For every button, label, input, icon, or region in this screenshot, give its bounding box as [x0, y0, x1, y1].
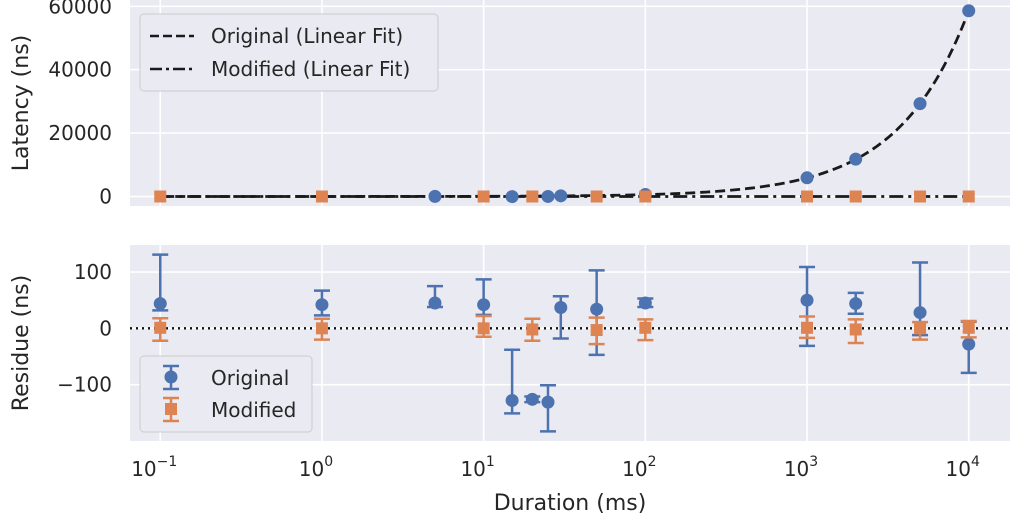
- original-residue-point: [962, 337, 976, 351]
- top-y-tick-label: 0: [99, 184, 112, 208]
- legend-label-modified: Modified: [211, 398, 296, 422]
- original-point: [554, 189, 568, 203]
- modified-point: [590, 190, 603, 203]
- top-y-tick-label: 20000: [48, 121, 112, 145]
- modified-residue-point: [639, 321, 652, 334]
- modified-residue-point: [526, 323, 539, 336]
- top-panel: 0 20000 40000 60000 Latency (ns) Original (…: [9, 0, 1010, 208]
- legend-square-marker-icon: [163, 396, 179, 423]
- bottom-y-tick-label: −100: [57, 373, 112, 397]
- modified-residue-point: [962, 321, 975, 334]
- x-tick-exponent: 3: [809, 454, 818, 470]
- bottom-legend: Original Modified: [139, 355, 313, 433]
- original-point: [800, 171, 814, 185]
- top-y-tick-label: 40000: [48, 58, 112, 82]
- original-residue-point: [590, 302, 604, 316]
- top-markers: [154, 4, 976, 204]
- x-tick-exponent: 4: [971, 454, 980, 470]
- modified-residue-point: [590, 324, 603, 337]
- original-linear-fit-line: [160, 10, 971, 198]
- bottom-legend-box: [139, 355, 313, 433]
- original-residue-point: [428, 296, 442, 310]
- original-point: [849, 152, 863, 166]
- top-legend: Original (Linear Fit) Modified (Linear F…: [139, 13, 439, 92]
- original-point: [505, 190, 519, 204]
- modified-point: [639, 190, 652, 203]
- modified-point: [315, 190, 328, 203]
- legend-label-original-fit: Original (Linear Fit): [211, 24, 403, 48]
- x-tick-label: 101: [460, 454, 494, 481]
- original-point: [541, 189, 555, 203]
- x-tick-exponent: 0: [324, 454, 333, 470]
- original-point: [913, 97, 927, 111]
- modified-point: [477, 190, 490, 203]
- modified-point: [962, 190, 975, 203]
- x-tick-label: 10−1: [131, 454, 177, 481]
- legend-circle-marker-icon: [163, 364, 179, 391]
- modified-point: [914, 190, 927, 203]
- top-legend-box: [139, 13, 439, 92]
- original-residue-point: [153, 297, 167, 311]
- x-tick-label: 103: [784, 454, 818, 481]
- original-residue-point: [554, 301, 568, 315]
- x-tick-label: 104: [946, 454, 980, 481]
- bottom-y-axis-label: Residue (ns): [9, 275, 34, 411]
- original-residue-point: [800, 293, 814, 307]
- x-tick-label: 100: [299, 454, 333, 481]
- modified-residue-point: [849, 323, 862, 336]
- x-axis-label: Duration (ms): [494, 491, 647, 516]
- original-point: [962, 4, 976, 18]
- modified-residue-point: [154, 321, 167, 334]
- bottom-y-tick-label: 0: [99, 316, 112, 340]
- original-residue-point: [525, 392, 539, 406]
- modified-point: [154, 190, 167, 203]
- bottom-y-tick-label: 100: [74, 260, 112, 284]
- bottom-x-tick-labels: 10−1 100 101 102 103 104: [131, 454, 980, 481]
- modified-point: [849, 190, 862, 203]
- original-residue-point: [849, 297, 863, 311]
- x-tick-exponent: 1: [486, 454, 495, 470]
- original-residue-point: [541, 395, 555, 409]
- top-y-tick-label: 60000: [48, 0, 112, 18]
- x-tick-exponent: −1: [157, 454, 178, 470]
- original-residue-point: [638, 296, 652, 310]
- bottom-error-markers: [152, 253, 977, 433]
- original-residue-point: [315, 298, 329, 312]
- modified-residue-point: [801, 321, 814, 334]
- top-y-tick-labels: 0 20000 40000 60000: [48, 0, 112, 208]
- modified-residue-point: [914, 322, 927, 335]
- original-point: [428, 189, 442, 203]
- legend-label-modified-fit: Modified (Linear Fit): [211, 57, 410, 81]
- original-residue-point: [913, 306, 927, 320]
- original-residue-point: [477, 298, 491, 312]
- x-tick-exponent: 2: [648, 454, 657, 470]
- modified-residue-point: [477, 322, 490, 335]
- modified-residue-point: [315, 322, 328, 335]
- legend-label-original: Original: [211, 366, 289, 390]
- modified-point: [801, 190, 814, 203]
- original-residue-point: [505, 393, 519, 407]
- bottom-y-tick-labels: −100 0 100: [57, 260, 112, 397]
- top-y-axis-label: Latency (ns): [9, 35, 34, 172]
- x-tick-label: 102: [622, 454, 656, 481]
- modified-point: [526, 190, 539, 203]
- top-fit-lines: [160, 10, 971, 198]
